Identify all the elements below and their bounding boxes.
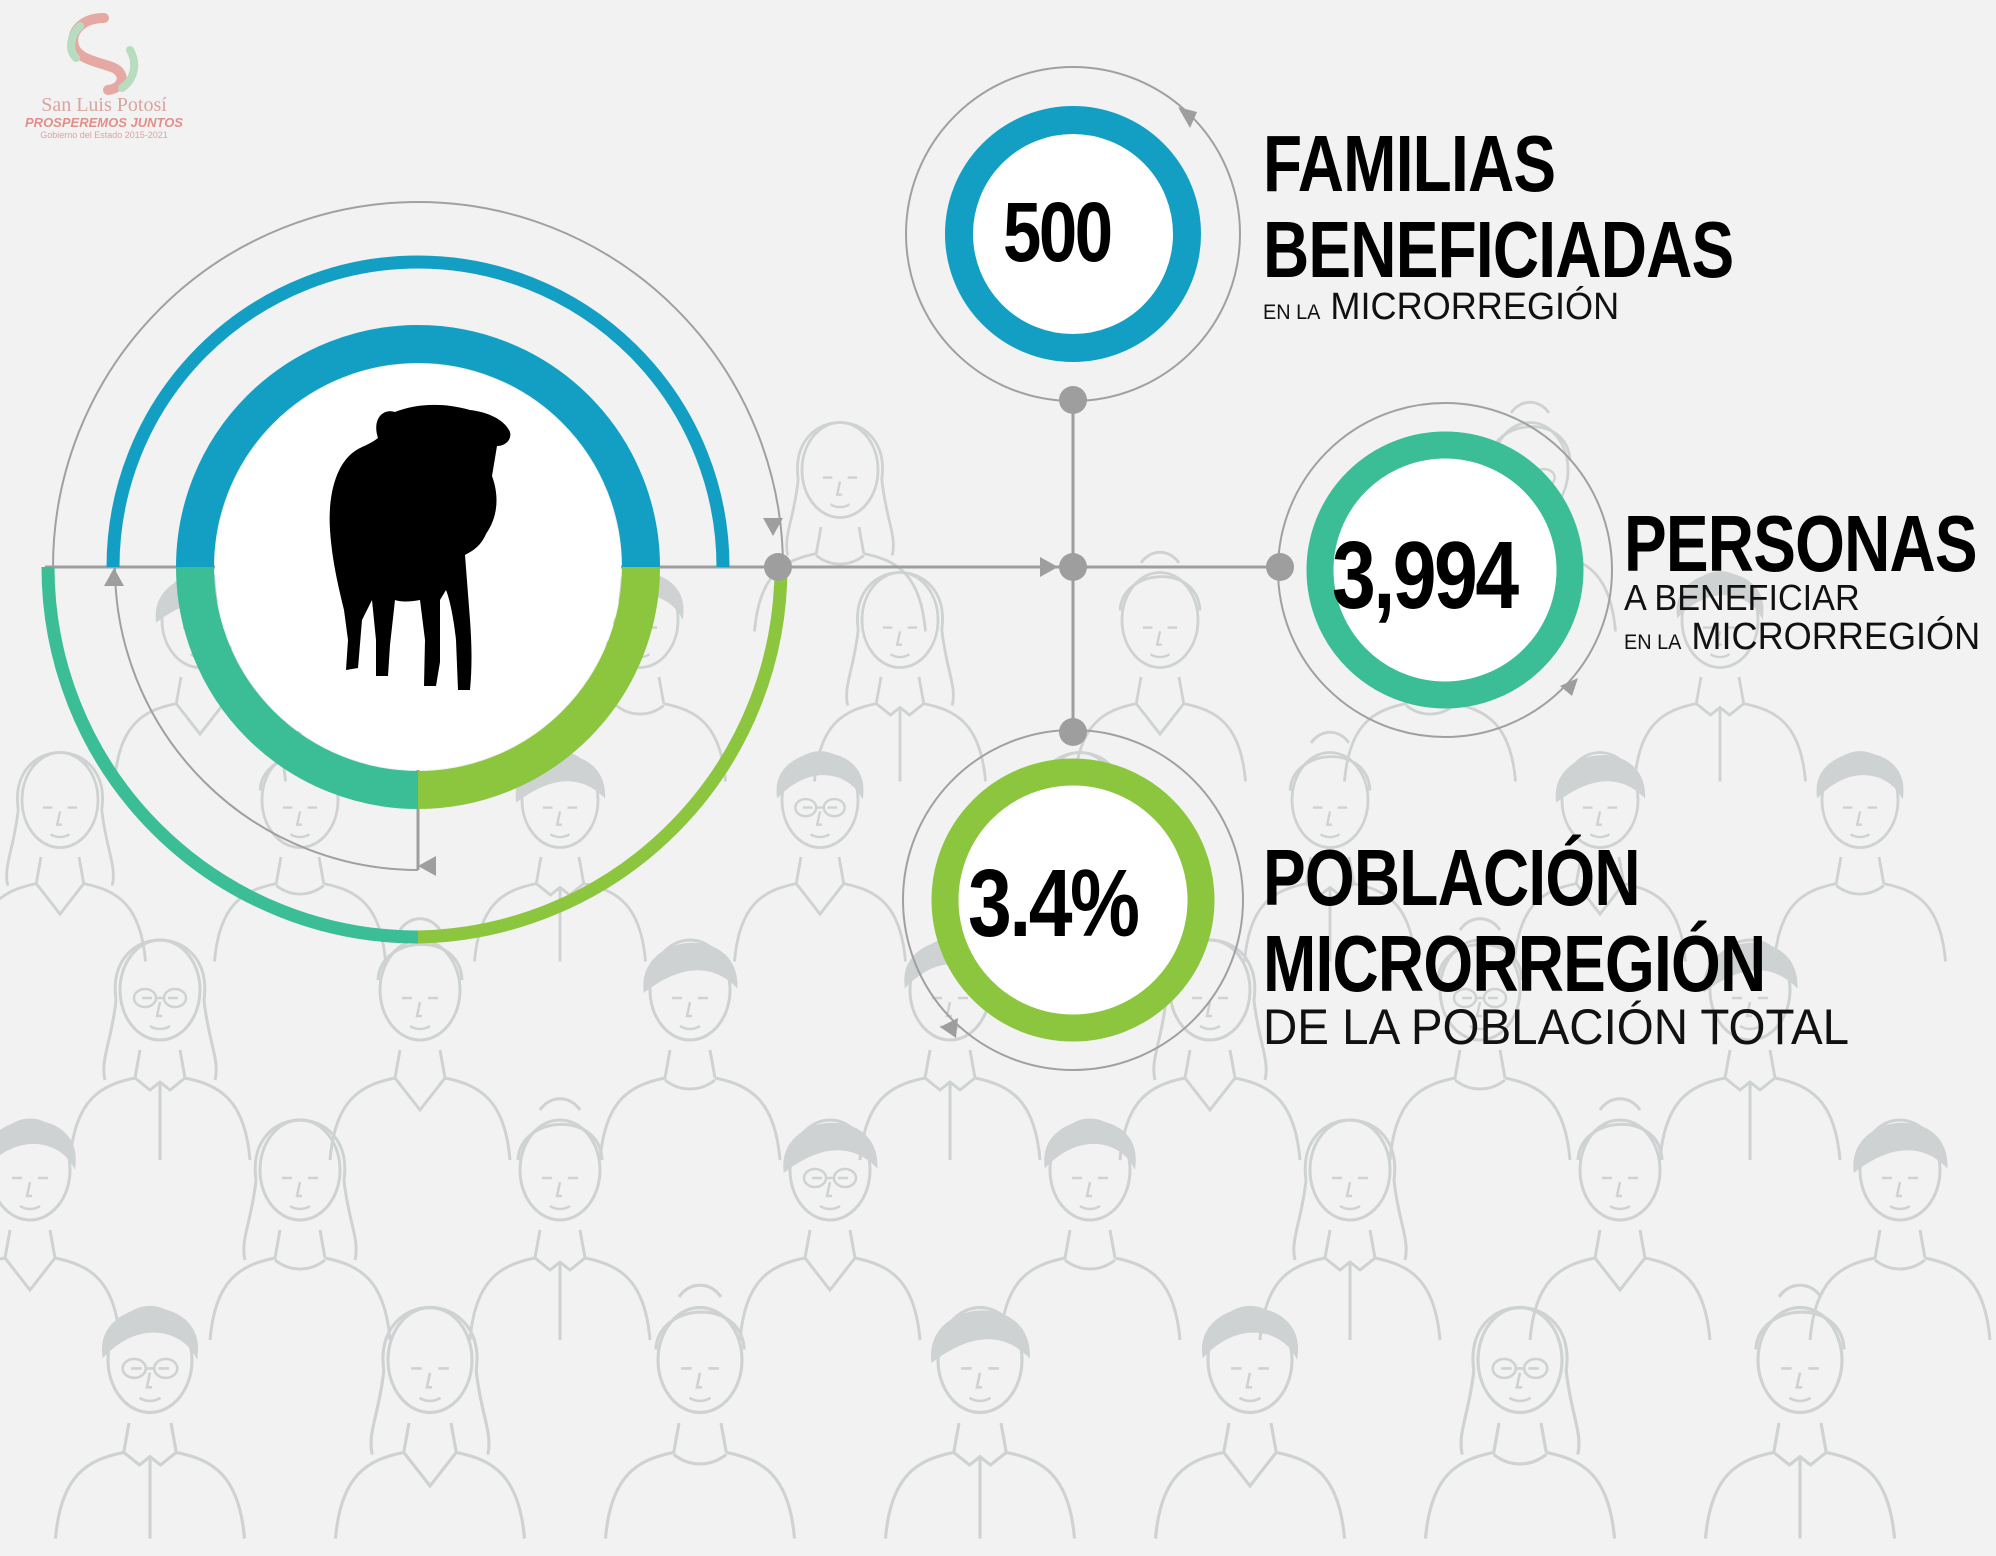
- poblacion-green-ring: [931, 758, 1215, 1042]
- inner-teal-arc: [176, 566, 419, 809]
- familias-sub-prefix: EN LA: [1263, 301, 1321, 324]
- state-logo: San Luis Potosí PROSPEREMOS JUNTOS Gobie…: [14, 94, 194, 141]
- arrow-down-icon: [763, 518, 783, 536]
- inner-blue-arc: [176, 325, 660, 568]
- crowd-person: [598, 938, 782, 1161]
- inner-green-arc: [417, 566, 660, 809]
- crowd-person: [1808, 1118, 1992, 1341]
- crowd-person: [998, 1118, 1182, 1341]
- outer-teal-arc: [41, 566, 419, 944]
- familias-value: 500: [1003, 185, 1113, 279]
- state-logo-icon: [67, 13, 139, 95]
- crowd-person: [1528, 1097, 1712, 1341]
- inner-thin-arc: [114, 566, 419, 871]
- crowd-person: [1658, 938, 1842, 1161]
- personas-teal-ring: [1306, 431, 1584, 709]
- familias-title-line2: BENEFICIADAS: [1263, 205, 1734, 294]
- familias-blue-ring: [945, 106, 1201, 362]
- crowd-person: [1073, 550, 1247, 782]
- crowd-person: [1243, 730, 1417, 962]
- crowd-person: [208, 1118, 392, 1341]
- connector-node: [1059, 718, 1087, 746]
- logo-motto: PROSPEREMOS JUNTOS: [25, 115, 183, 130]
- crowd-person: [733, 751, 907, 962]
- outer-blue-arc: [106, 255, 730, 568]
- crowd-person: [1423, 1305, 1617, 1539]
- connector-node: [1266, 553, 1294, 581]
- cow-silhouette-icon: [329, 404, 511, 690]
- crowd-person: [1258, 1118, 1442, 1341]
- crowd-person: [1703, 1283, 1897, 1539]
- poblacion-value: 3.4%: [968, 850, 1140, 957]
- personas-value: 3,994: [1332, 522, 1519, 629]
- arrow-curve-icon: [1560, 678, 1578, 696]
- arrow-curve-icon: [1178, 107, 1197, 128]
- logo-name: San Luis Potosí: [41, 94, 167, 116]
- crowd-person: [753, 421, 927, 632]
- crowd-person: [1513, 751, 1687, 962]
- logo-government: Gobierno del Estado 2015-2021: [40, 130, 168, 141]
- arrow-right-icon: [1040, 557, 1058, 577]
- personas-circle-graphic: [1277, 402, 1613, 738]
- crowd-person: [1773, 751, 1947, 962]
- personas-sub-prefix: EN LA: [1624, 631, 1682, 654]
- crowd-person: [53, 1305, 247, 1539]
- crowd-person: [0, 1118, 122, 1341]
- poblacion-subtitle: DE LA POBLACIÓN TOTAL: [1263, 999, 1850, 1055]
- connector-node: [1059, 553, 1087, 581]
- crowd-person: [738, 1118, 922, 1341]
- connector-node: [1059, 386, 1087, 414]
- crowd-person: [603, 1283, 797, 1539]
- crowd-person: [883, 1305, 1077, 1539]
- crowd-person: [1153, 1305, 1347, 1539]
- familias-title-line1: FAMILIAS: [1263, 119, 1556, 208]
- crowd-person: [333, 1305, 527, 1539]
- crowd-person: [468, 1097, 652, 1341]
- arrow-up-icon: [104, 568, 124, 586]
- personas-title-line1: PERSONAS: [1624, 499, 1978, 588]
- crowd-person: [1388, 917, 1572, 1161]
- familias-sub-main: MICRORREGIÓN: [1330, 286, 1620, 328]
- familias-circle-graphic: [905, 66, 1241, 402]
- connector-nodes: [764, 386, 1294, 746]
- personas-sub-line1: A BENEFICIAR: [1624, 577, 1860, 618]
- arrow-left-icon: [418, 856, 436, 876]
- poblacion-title-line2: MICRORREGIÓN: [1263, 919, 1766, 1008]
- personas-sub-main: MICRORREGIÓN: [1691, 616, 1981, 658]
- outer-green-arc: [417, 566, 788, 944]
- arrow-curve-icon: [940, 1018, 958, 1038]
- poblacion-title-line1: POBLACIÓN: [1263, 833, 1641, 922]
- personas-subtitle: EN LA MICRORREGIÓN: [1624, 618, 1980, 656]
- crowd-person: [68, 938, 252, 1161]
- familias-subtitle: EN LA MICRORREGIÓN: [1263, 288, 1619, 326]
- crowd-person: [1633, 571, 1807, 782]
- central-circle-graphic: [41, 201, 788, 944]
- connector-node: [764, 553, 792, 581]
